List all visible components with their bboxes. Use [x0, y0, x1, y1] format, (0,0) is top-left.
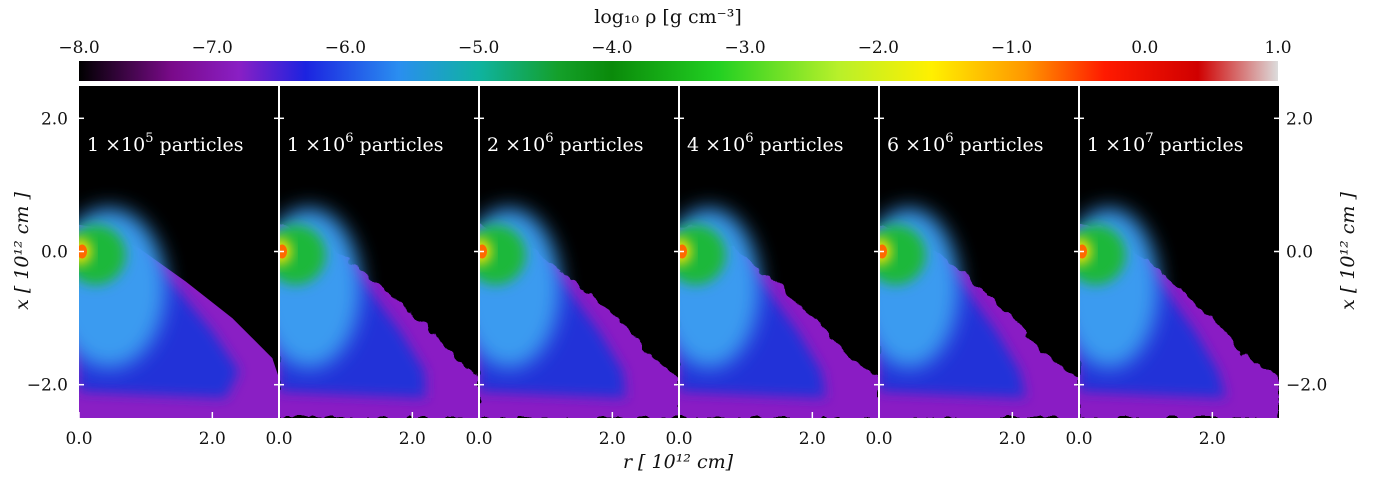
x-tick-label: 2.0 — [999, 429, 1026, 449]
y-tick-label-left: −2.0 — [27, 376, 68, 396]
density-region-green — [679, 224, 726, 285]
panel-label: 1 ×105 particles — [87, 131, 244, 156]
colorbar-tick-label: −7.0 — [192, 38, 233, 58]
panel-label: 2 ×106 particles — [487, 131, 644, 156]
density-region-green — [279, 224, 326, 285]
x-tick-label: 2.0 — [799, 429, 826, 449]
density-region-green — [479, 224, 526, 285]
y-tick-label-left: 2.0 — [41, 109, 68, 129]
panel-5: 6 ×106 particles — [879, 85, 1079, 418]
x-axis-label: r [ 10¹² cm] — [623, 451, 734, 473]
colorbar-label: log₁₀ ρ [g cm⁻³] — [594, 6, 742, 28]
panel-4: 4 ×106 particles — [679, 85, 879, 418]
y-tick-label-right: 0.0 — [1286, 243, 1313, 263]
colorbar-ticks: −8.0 −7.0 −6.0 −5.0 −4.0 −3.0 −2.0 −1.0 0.0 1.0 — [58, 38, 1292, 66]
panel-2: 1 ×106 particles — [279, 85, 479, 418]
panel-1: 1 ×105 particles — [79, 85, 279, 418]
x-tick-label: 0.0 — [465, 429, 492, 449]
density-region-green — [879, 224, 926, 285]
x-tick-label: 0.0 — [865, 429, 892, 449]
y-axis-label-right: x [ 10¹² cm ] — [1337, 192, 1359, 310]
panels: 1 ×105 particles 1 ×106 particles 2 ×106 p… — [79, 85, 1279, 418]
x-tick-label: 2.0 — [399, 429, 426, 449]
colorbar-tick-label: −3.0 — [724, 38, 765, 58]
colorbar — [79, 61, 1278, 81]
x-tick-label: 0.0 — [265, 429, 292, 449]
density-region-green — [1079, 224, 1126, 285]
panel-label: 6 ×106 particles — [887, 131, 1044, 156]
y-tick-label-right: 2.0 — [1286, 109, 1313, 129]
y-axis-label-left: x [ 10¹² cm ] — [11, 192, 33, 310]
x-tick-label: 0.0 — [665, 429, 692, 449]
colorbar-tick-label: −5.0 — [458, 38, 499, 58]
x-tick-label: 0.0 — [1065, 429, 1092, 449]
colorbar-tick-label: −4.0 — [591, 38, 632, 58]
x-tick-label: 2.0 — [1199, 429, 1226, 449]
colorbar-tick-label: −2.0 — [858, 38, 899, 58]
colorbar-tick-label: 1.0 — [1264, 38, 1291, 58]
colorbar-tick-label: −6.0 — [325, 38, 366, 58]
panel-label: 1 ×107 particles — [1087, 131, 1244, 156]
density-region-green — [79, 224, 126, 285]
panel-3: 2 ×106 particles — [479, 85, 679, 418]
panel-6: 1 ×107 particles — [1079, 85, 1279, 418]
panel-label: 4 ×106 particles — [687, 131, 844, 156]
x-tick-label: 2.0 — [599, 429, 626, 449]
colorbar-tick-label: −8.0 — [58, 38, 99, 58]
x-tick-label: 0.0 — [65, 429, 92, 449]
panel-label: 1 ×106 particles — [287, 131, 444, 156]
y-tick-label-right: −2.0 — [1286, 376, 1327, 396]
axis-ticks: 2.0 2.0 0.0 0.0 −2.0 −2.0 0.0 2.0 0.0 2.0 0.0 2.0 0.… — [27, 84, 1327, 449]
y-tick-label-left: 0.0 — [41, 243, 68, 263]
colorbar-tick-label: −1.0 — [991, 38, 1032, 58]
colorbar-tick-label: 0.0 — [1131, 38, 1158, 58]
x-tick-label: 2.0 — [199, 429, 226, 449]
